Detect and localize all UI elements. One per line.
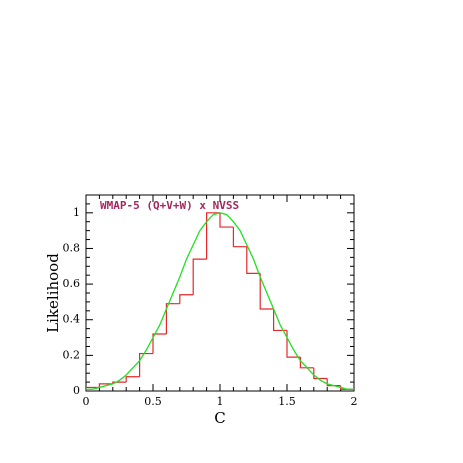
histogram-step — [232, 227, 247, 248]
y-axis-label: Likelihood — [44, 253, 62, 333]
histogram-step — [286, 330, 301, 358]
histogram-step — [152, 333, 167, 354]
x-tick-label: 0.5 — [144, 395, 162, 408]
histogram-step — [192, 258, 207, 295]
histogram-step — [246, 246, 261, 274]
y-tick-label: 0 — [73, 384, 80, 397]
histogram-step — [165, 303, 180, 334]
y-tick-label: 0.4 — [63, 313, 81, 326]
chart-title: WMAP-5 (Q+V+W) x NVSS — [100, 199, 239, 212]
histogram-step — [219, 212, 234, 228]
y-tick-label: 0.8 — [63, 241, 81, 254]
histogram-step — [139, 352, 153, 377]
x-axis-label: C — [214, 409, 225, 427]
y-tick-label: 1 — [73, 206, 80, 219]
x-tick-label: 0 — [83, 395, 90, 408]
y-tick-label: 0.2 — [63, 348, 81, 361]
x-tick-label: 1 — [217, 395, 224, 408]
x-tick-label: 1.5 — [278, 395, 296, 408]
histogram-step — [313, 367, 328, 380]
curve — [86, 212, 354, 390]
histogram-step — [98, 383, 113, 388]
y-tick-label: 0.6 — [63, 277, 81, 290]
x-tick-label: 2 — [351, 395, 358, 408]
histogram-step — [179, 294, 194, 304]
histogram-step — [125, 376, 140, 383]
histogram-step — [259, 273, 274, 310]
histogram-step — [206, 212, 220, 260]
